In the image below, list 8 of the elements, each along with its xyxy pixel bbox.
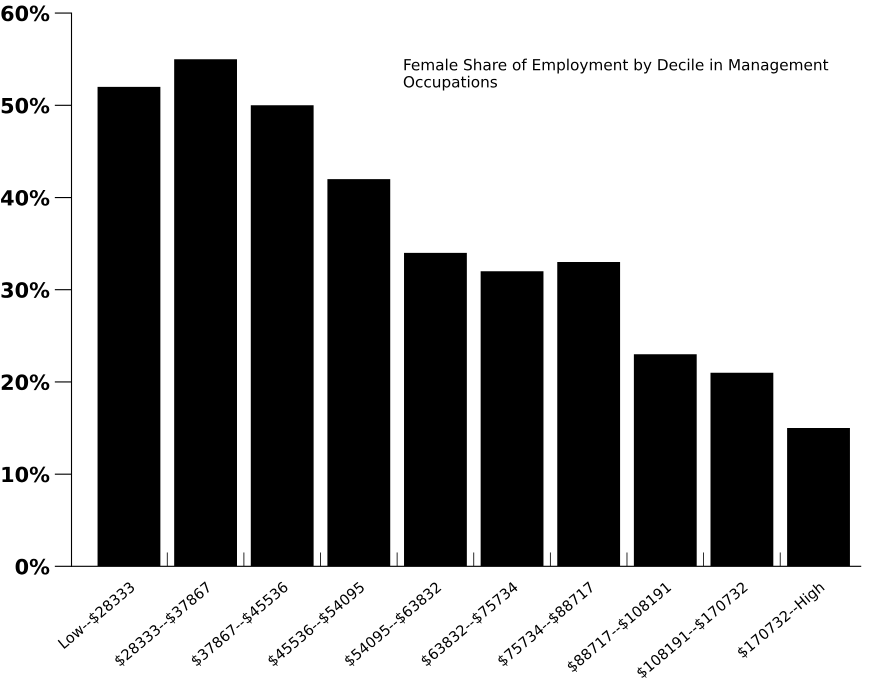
y-tick-label: 20% xyxy=(2,374,50,390)
y-tick-label: 60% xyxy=(1,6,50,22)
y-tick-label: 40% xyxy=(1,190,50,206)
y-tick-label: 50% xyxy=(2,98,50,114)
y-tick-label: 0% xyxy=(16,558,50,575)
y-tick-label: 10% xyxy=(2,466,50,482)
text: Female Share of Employment by Decile in Management Occupations xyxy=(404,58,828,91)
y-tick-label: 30% xyxy=(2,282,50,298)
